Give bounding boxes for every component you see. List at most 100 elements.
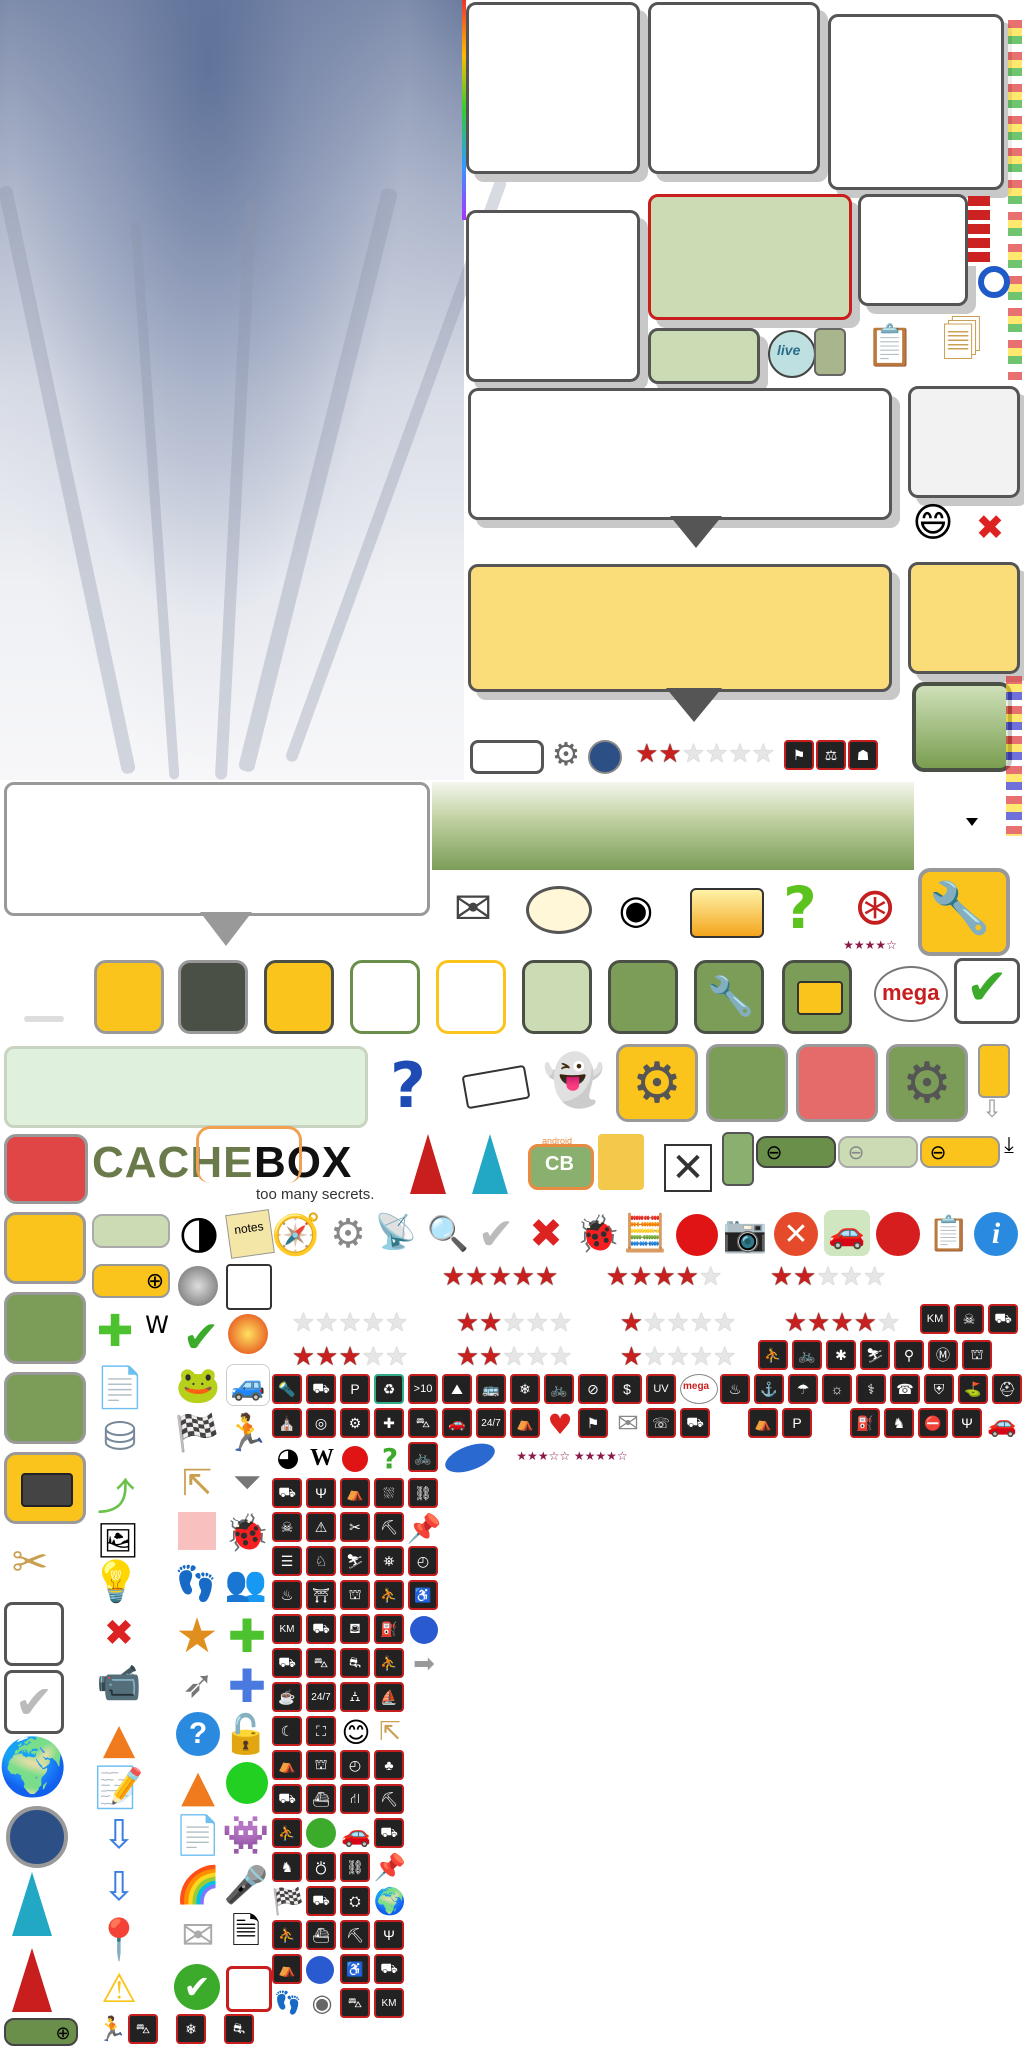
- attribute-icon: ⛓: [340, 1852, 370, 1882]
- signpost-icon: ⇱: [379, 1717, 401, 1747]
- mega-bubble: mega: [874, 966, 948, 1022]
- add-icon: ✚: [227, 1609, 267, 1663]
- globe-icon: 🌍: [0, 1735, 68, 1800]
- arrow-cyan-icon: [472, 1134, 508, 1194]
- attribute-icon: ⛨: [924, 1374, 954, 1404]
- zoom-in-icon: ⊕: [55, 2022, 71, 2044]
- menu-tile-red: [4, 1134, 88, 1204]
- zoom-bar-yellow: ⊖: [920, 1136, 1000, 1168]
- checkbox-red[interactable]: [226, 1966, 272, 2012]
- attribute-icon: ⛏: [374, 1512, 404, 1542]
- scissors-icon: ✂: [11, 1536, 49, 1588]
- ghost-icon: 👻: [542, 1050, 606, 1109]
- globe-icon: 🌍: [373, 1887, 407, 1917]
- star-rating-row: ★ ★ ★ ★ ★: [455, 1308, 573, 1338]
- calculator-icon: 🧮: [622, 1213, 668, 1254]
- star-rating-row: ★ ★ ★ ★ ★: [769, 1262, 887, 1292]
- notes-icon: notes: [225, 1209, 275, 1259]
- attribute-icon: ⛺: [510, 1408, 540, 1438]
- checkbox-unchecked[interactable]: [226, 1264, 272, 1310]
- checkbox-checked[interactable]: ✔: [4, 1670, 64, 1734]
- status-green-icon: [226, 1762, 268, 1804]
- arrow-red-icon: [410, 1134, 446, 1194]
- attribute-icon: ⛍: [408, 1408, 438, 1438]
- attribute-icon: ✱: [826, 1340, 856, 1370]
- attribute-icon: ☗: [848, 740, 878, 770]
- race-flag-icon: 🏁: [271, 1887, 305, 1917]
- zoom-bar-green: ⊖: [756, 1136, 836, 1168]
- download-icon: ⤓: [1004, 1132, 1014, 1158]
- attribute-icon: ♻: [374, 1374, 404, 1404]
- microphone-icon: 🎤: [223, 1865, 269, 1906]
- envelope-icon: ✉: [453, 881, 493, 935]
- database-gear-icon: ⛁: [103, 1414, 137, 1460]
- attribute-icon: 🚲: [408, 1442, 438, 1472]
- webcam-icon: ◉: [311, 1989, 333, 2017]
- lifebuoy-icon: ⊛: [853, 877, 897, 937]
- gear-tile: ⚙: [886, 1044, 968, 1122]
- star-rating-row: ★ ★ ★ ★ ★: [455, 1342, 573, 1372]
- attribute-icon: KM: [272, 1614, 302, 1644]
- attribute-icon: $: [612, 1374, 642, 1404]
- weather-icon: 🌗: [178, 1214, 220, 1260]
- oval-blue-icon: [441, 1437, 499, 1479]
- attribute-icon: ⛷: [340, 1546, 370, 1576]
- zoom-bar-light: ⊖: [838, 1136, 918, 1168]
- footprints-icon: 👣: [174, 1564, 218, 1604]
- star-rating-row: ★ ★ ★ ★ ★: [441, 1262, 559, 1292]
- star-rating-row: ★ ★ ★ ★ ★: [619, 1342, 737, 1372]
- star-rating-row: ★ ★ ★ ★ ★: [619, 1308, 737, 1338]
- attribute-icon: ⛴: [306, 1784, 336, 1814]
- logo-cache: CACHE: [92, 1138, 254, 1187]
- attribute-icon: 24/7: [306, 1682, 336, 1712]
- bubble-tail: [670, 516, 722, 548]
- warning-icon: ⚠: [101, 1966, 137, 2012]
- attribute-icon: ⛟: [306, 1886, 336, 1916]
- attribute-icon: ⚙: [340, 1408, 370, 1438]
- attribute-icon: ☠: [272, 1512, 302, 1542]
- bug-icon: 🐞: [575, 1214, 621, 1255]
- star-rating-row: ★ ★ ★ ★ ★: [605, 1262, 723, 1292]
- tools-document-icon: 📄: [95, 1364, 145, 1411]
- attribute-icon: ⛏: [340, 1920, 370, 1950]
- attribute-icon: ⛴: [306, 1920, 336, 1950]
- zoom-bar-yellow: ⊕: [92, 1264, 170, 1298]
- android-cb-badge: CB: [528, 1144, 594, 1190]
- checkmark-icon: ✔: [14, 1675, 54, 1729]
- envelope-icon: ✉: [617, 1409, 639, 1439]
- mini-star-rating: ★★★☆☆ ★★★★☆: [516, 1449, 628, 1463]
- yellow-tile: [264, 960, 334, 1034]
- close-circle-icon: ✕: [774, 1212, 818, 1256]
- attribute-icon: ⛍: [340, 1988, 370, 2018]
- push-pin-icon: 📌: [406, 1511, 442, 1545]
- box-tile: [782, 960, 852, 1034]
- stop-button-icon[interactable]: [410, 1616, 438, 1644]
- attribute-icon: ☏: [646, 1408, 676, 1438]
- attribute-icon: ⛟: [988, 1304, 1018, 1334]
- attribute-icon: ☾: [272, 1716, 302, 1746]
- speech-bubble-wide: [4, 782, 430, 916]
- tools-icon: 🔧: [707, 973, 755, 1018]
- zoom-in-icon: ⊕: [145, 1268, 165, 1294]
- smiley-icon: 😊: [341, 1715, 371, 1749]
- attribute-icon: ♿: [408, 1580, 438, 1610]
- checkbox-checked[interactable]: ✔: [954, 958, 1020, 1024]
- attribute-icon: P: [340, 1374, 370, 1404]
- delete-document-icon: ✖: [975, 508, 1005, 548]
- checkbox-unchecked[interactable]: [4, 1602, 64, 1666]
- record-icon: [676, 1214, 718, 1256]
- wikipedia-icon: W: [145, 1311, 169, 1339]
- bug-up-icon: 🐞: [224, 1513, 270, 1554]
- attribute-icon: ⚕: [856, 1374, 886, 1404]
- pause-button-icon[interactable]: [306, 1956, 334, 1984]
- attribute-icon: ⛏: [374, 1784, 404, 1814]
- green-tab: [722, 1132, 754, 1186]
- attribute-icon: ⛍: [128, 2014, 158, 2044]
- attribute-icon: ⛆: [374, 1478, 404, 1508]
- footprints-icon: 👣: [274, 1990, 302, 2016]
- arrow-right-icon: ➡: [413, 1649, 435, 1679]
- note-edit-icon: 📝: [94, 1764, 144, 1811]
- gear-icon: ⚙: [631, 1050, 683, 1116]
- document-download-icon: ⇩: [102, 1864, 136, 1910]
- zoom-bar-green: ⊕: [4, 2018, 78, 2046]
